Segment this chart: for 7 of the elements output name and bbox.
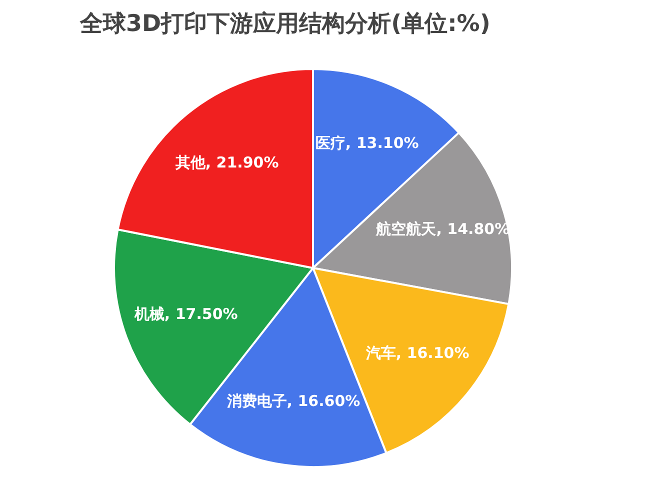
slice-label: 其他, 21.90% — [174, 153, 279, 172]
slice-label: 医疗, 13.10% — [315, 134, 419, 152]
slice-label: 航空航天, 14.80% — [375, 220, 510, 238]
chart-title: 全球3D打印下游应用结构分析(单位:%) — [80, 10, 490, 39]
slice-label: 机械, 17.50% — [133, 304, 238, 323]
slice-label: 消费电子, 16.60% — [226, 392, 360, 410]
slice-label: 汽车, 16.10% — [364, 344, 470, 362]
